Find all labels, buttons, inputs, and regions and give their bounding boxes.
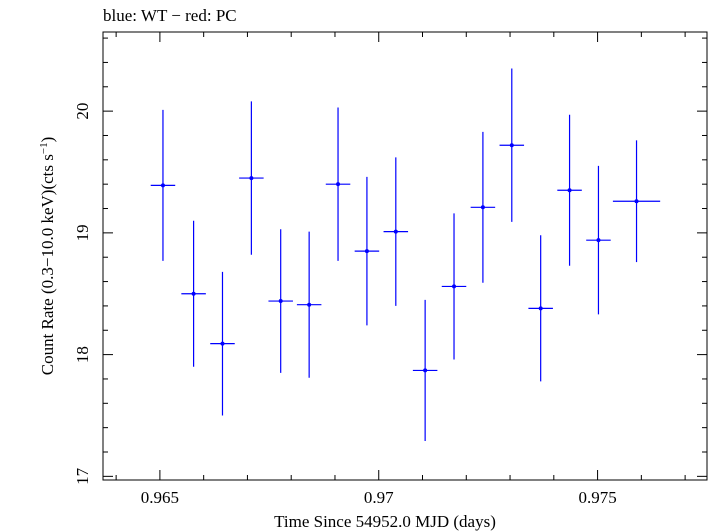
y-axis-label: Count Rate (0.3−10.0 keV)(cts s−1): [38, 137, 57, 376]
point-marker: [596, 238, 601, 243]
x-tick-label: 0.965: [141, 488, 179, 507]
point-marker: [509, 143, 514, 148]
point-marker: [336, 182, 341, 187]
y-tick-label: 19: [73, 224, 92, 241]
point-marker: [191, 291, 196, 296]
y-axis-label-close: ): [38, 137, 57, 143]
y-axis-ticks: 17 18 19 20: [73, 37, 707, 485]
data-point: [383, 157, 409, 306]
data-point: [412, 299, 438, 442]
data-point: [239, 101, 264, 255]
y-axis-label-exponent: −1: [38, 142, 50, 154]
x-tick-label: 0.975: [578, 488, 616, 507]
data-point: [470, 131, 496, 283]
data-point: [296, 231, 322, 378]
y-tick-label: 20: [73, 103, 92, 120]
point-marker: [480, 205, 485, 210]
chart-title: blue: WT − red: PC: [103, 6, 237, 25]
point-marker: [423, 368, 428, 373]
point-marker: [160, 183, 165, 188]
x-axis-label: Time Since 54952.0 MJD (days): [274, 512, 496, 531]
data-point: [557, 114, 582, 266]
point-marker: [249, 176, 254, 181]
point-marker: [538, 306, 543, 311]
point-marker: [307, 302, 312, 307]
data-point: [150, 109, 176, 261]
x-tick-label: 0.97: [364, 488, 394, 507]
data-point: [499, 68, 525, 222]
point-marker: [220, 341, 225, 346]
point-marker: [452, 284, 457, 289]
x-axis-ticks: 0.965 0.97 0.975: [115, 32, 686, 507]
data-point: [325, 107, 351, 261]
data-point: [586, 165, 611, 315]
data-point: [181, 220, 206, 367]
data-point: [528, 235, 553, 382]
plot-frame: [102, 31, 708, 481]
data-point: [441, 213, 467, 360]
point-marker: [278, 299, 283, 304]
data-series: [150, 68, 661, 442]
point-marker: [364, 249, 369, 254]
data-point: [612, 140, 661, 263]
y-axis-label-main: Count Rate (0.3−10.0 keV)(cts s: [38, 154, 57, 375]
data-point: [210, 271, 235, 416]
point-marker: [634, 199, 639, 204]
data-point: [268, 229, 293, 373]
point-marker: [393, 229, 398, 234]
y-tick-label: 17: [73, 467, 92, 485]
y-tick-label: 18: [73, 346, 92, 363]
data-point: [354, 176, 380, 326]
point-marker: [567, 188, 572, 193]
